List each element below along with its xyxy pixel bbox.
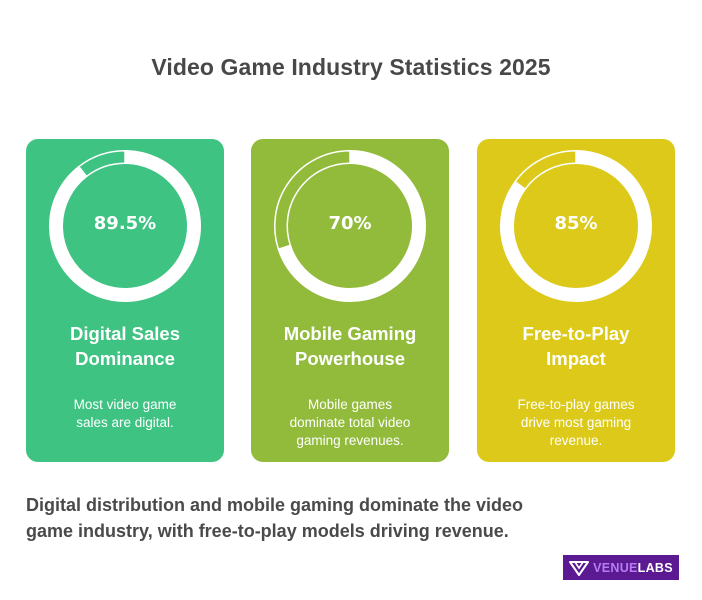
- card-title: Free-to-Play Impact: [477, 321, 675, 371]
- progress-ring-icon: [500, 149, 652, 302]
- card-description-line: gaming revenues.: [296, 433, 404, 448]
- card-description-line: dominate total video: [289, 415, 411, 430]
- summary-line: game industry, with free-to-play models …: [26, 521, 509, 541]
- page-title: Video Game Industry Statistics 2025: [151, 54, 551, 80]
- summary-text: Digital distribution and mobile gaming d…: [26, 492, 586, 544]
- card-description: Mobile games dominate total video gaming…: [261, 396, 439, 450]
- stat-value: 89.5%: [93, 213, 157, 234]
- venuelabs-v-icon: [569, 560, 590, 576]
- venuelabs-logo: VENUE LABS: [563, 555, 679, 580]
- stat-card-mobile-gaming: 70% Mobile Gaming Powerhouse Mobile game…: [251, 139, 449, 462]
- card-title: Mobile Gaming Powerhouse: [251, 321, 449, 371]
- card-description-line: revenue.: [549, 433, 603, 448]
- card-description-line: sales are digital.: [76, 415, 174, 430]
- card-title-line: Digital Sales: [69, 323, 180, 344]
- stat-card-free-to-play: 85% Free-to-Play Impact Free-to-play gam…: [477, 139, 675, 462]
- logo-text-venue: VENUE: [593, 560, 638, 575]
- progress-ring-icon: [274, 149, 426, 302]
- card-title-line: Impact: [546, 348, 606, 369]
- progress-ring-icon: [49, 149, 201, 302]
- stat-value: 85%: [554, 213, 598, 234]
- card-title-line: Mobile Gaming: [283, 323, 417, 344]
- card-title-line: Dominance: [75, 348, 175, 369]
- card-description: Most video game sales are digital.: [36, 396, 214, 432]
- card-description-line: Free-to-play games: [517, 397, 635, 412]
- stat-card-digital-sales: 89.5% Digital Sales Dominance Most video…: [26, 139, 224, 462]
- summary-line: Digital distribution and mobile gaming d…: [26, 495, 524, 515]
- card-title: Digital Sales Dominance: [26, 321, 224, 371]
- card-description: Free-to-play games drive most gaming rev…: [487, 396, 665, 450]
- stat-value: 70%: [328, 213, 372, 234]
- card-title-line: Free-to-Play: [522, 323, 630, 344]
- card-description-line: Mobile games: [307, 397, 393, 412]
- card-title-line: Powerhouse: [295, 348, 405, 369]
- card-description-line: Most video game: [73, 397, 177, 412]
- card-description-line: drive most gaming: [520, 415, 632, 430]
- logo-text-labs: LABS: [637, 560, 673, 575]
